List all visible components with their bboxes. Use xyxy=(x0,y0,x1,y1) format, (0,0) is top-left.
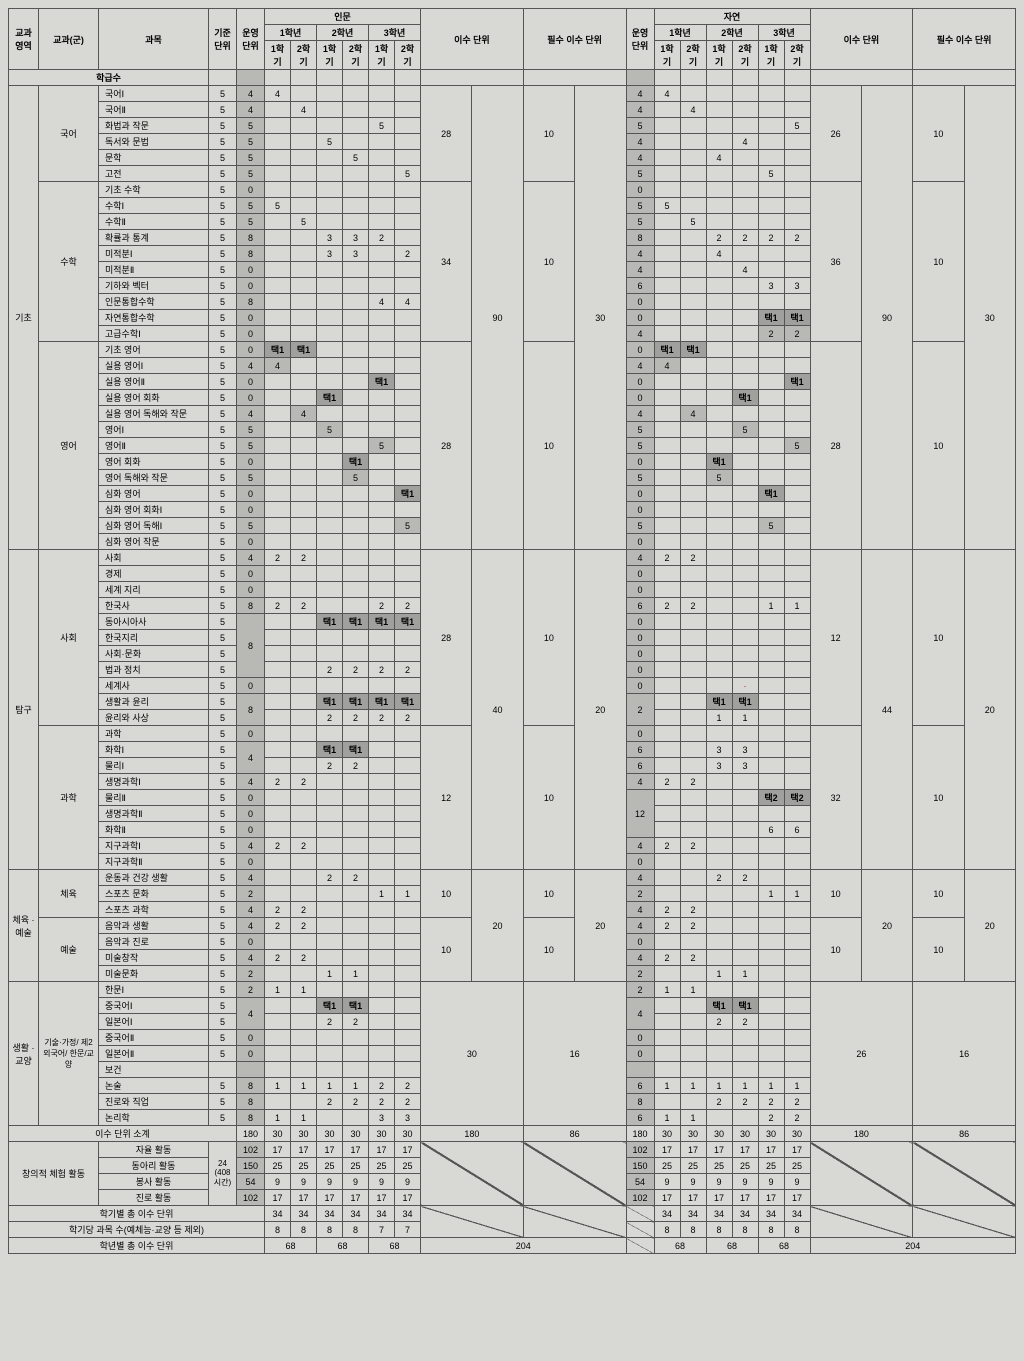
h-cred1: 이수 단위 xyxy=(421,9,524,70)
h-group: 교과(군) xyxy=(39,9,99,70)
h-req2: 필수 이수 단위 xyxy=(913,9,1016,70)
grp-arts: 예술 xyxy=(39,918,99,982)
h-cred2: 이수 단위 xyxy=(810,9,913,70)
area-peart: 체육 · 예술 xyxy=(9,870,39,982)
subjcount-label: 학기당 과목 수(예체능·교양 등 제외) xyxy=(9,1222,265,1238)
h-sci: 자연 xyxy=(654,9,810,25)
h-hum: 인문 xyxy=(265,9,421,25)
grp-pe: 체육 xyxy=(39,870,99,918)
creative-label: 창의적 체험 활동 xyxy=(9,1142,99,1206)
grp-social: 사회 xyxy=(39,550,99,726)
h-op2: 운영 단위 xyxy=(626,9,654,70)
yeartotal-label: 학년별 총 이수 단위 xyxy=(9,1238,265,1254)
subtotal-label: 이수 단위 소계 xyxy=(9,1126,237,1142)
h-subject: 과목 xyxy=(99,9,209,70)
grp-tech: 기술·가정/ 제2외국어/ 한문/교양 xyxy=(39,982,99,1126)
area-basic: 기초 xyxy=(9,86,39,550)
grp-math: 수학 xyxy=(39,182,99,342)
area-life: 생활 · 교양 xyxy=(9,982,39,1126)
grp-science: 과학 xyxy=(39,726,99,870)
semtotal-label: 학기별 총 이수 단위 xyxy=(9,1206,265,1222)
area-inquiry: 탐구 xyxy=(9,550,39,870)
h-base: 기준 단위 xyxy=(209,9,237,70)
h-classcount: 학급수 xyxy=(9,70,209,86)
grp-english: 영어 xyxy=(39,342,99,550)
grp-korean: 국어 xyxy=(39,86,99,182)
h-req1: 필수 이수 단위 xyxy=(523,9,626,70)
h-area: 교과 영역 xyxy=(9,9,39,70)
curriculum-table: 교과 영역 교과(군) 과목 기준 단위 운영 단위 인문 이수 단위 필수 이… xyxy=(8,8,1016,1254)
h-op1: 운영 단위 xyxy=(237,9,265,70)
